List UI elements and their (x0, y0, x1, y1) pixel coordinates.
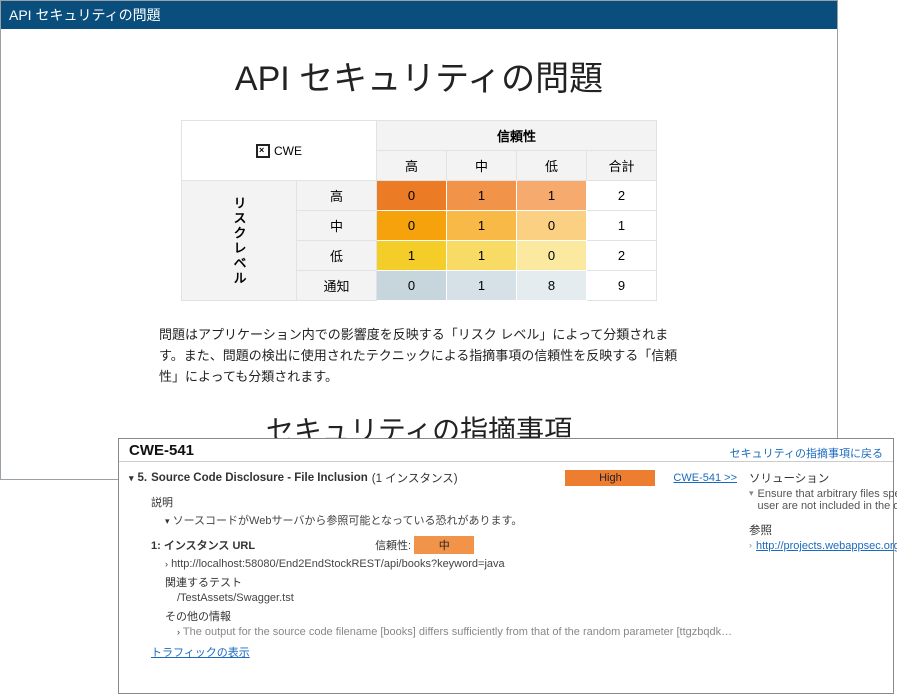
description-text: ▾ ソースコードがWebサーバから参照可能となっている恐れがあります。 (165, 512, 737, 528)
detail-body: ▾ 5. Source Code Disclosure - File Inclu… (119, 462, 893, 668)
cell[interactable]: 1 (447, 181, 517, 211)
description-label: 説明 (151, 494, 737, 510)
solution-label: ソリューション (749, 470, 897, 486)
detail-right: ソリューション ▾ Ensure that arbitrary files sp… (749, 470, 897, 660)
cell[interactable]: 1 (517, 181, 587, 211)
other-info-label: その他の情報 (165, 608, 737, 624)
row-header-high: 高 (297, 181, 377, 211)
issue-number: 5. (138, 472, 148, 484)
instance-url-value: http://localhost:58080/End2EndStockREST/… (171, 558, 505, 570)
chevron-right-icon: › (749, 540, 752, 552)
cwe-link[interactable]: CWE-541 >> (673, 472, 737, 484)
issue-header-row: ▾ 5. Source Code Disclosure - File Inclu… (129, 470, 737, 486)
api-security-panel: API セキュリティの問題 API セキュリティの問題 CWE 信頼性 高 中 … (0, 0, 838, 480)
risk-confidence-matrix: CWE 信頼性 高 中 低 合計 リスクレベル 高 0 1 1 2 中 (181, 120, 657, 301)
cell[interactable]: 1 (377, 241, 447, 271)
instance-row: 1: インスタンス URL 信頼性: 中 (151, 536, 737, 554)
cell[interactable]: 1 (447, 271, 517, 301)
instance-header: 1: インスタンス URL (151, 537, 255, 553)
col-header-total: 合計 (587, 151, 657, 181)
instance-count: (1 インスタンス) (372, 470, 458, 486)
cell[interactable]: 1 (447, 241, 517, 271)
cell[interactable]: 0 (517, 241, 587, 271)
cell[interactable]: 0 (377, 181, 447, 211)
panel-titlebar: API セキュリティの問題 (1, 1, 837, 29)
finding-detail-panel: CWE-541 セキュリティの指摘事項に戻る ▾ 5. Source Code … (118, 438, 894, 694)
detail-left: ▾ 5. Source Code Disclosure - File Inclu… (129, 470, 737, 660)
related-tests-label: 関連するテスト (165, 574, 737, 590)
solution-value: Ensure that arbitrary files specified by… (758, 488, 897, 512)
cell-total: 2 (587, 241, 657, 271)
back-to-findings-link[interactable]: セキュリティの指摘事項に戻る (730, 442, 883, 461)
severity-badge: High (565, 470, 655, 486)
cell[interactable]: 1 (447, 211, 517, 241)
instance-url: › http://localhost:58080/End2EndStockRES… (165, 558, 737, 570)
corner-label: CWE (274, 144, 302, 158)
row-group-header: リスクレベル (182, 181, 297, 301)
confidence-badge: 中 (414, 536, 474, 554)
row-header-medium: 中 (297, 211, 377, 241)
other-info-text: › The output for the source code filenam… (177, 626, 737, 638)
issue-title: Source Code Disclosure - File Inclusion (151, 472, 368, 484)
cell[interactable]: 0 (377, 271, 447, 301)
references-label: 参照 (749, 522, 897, 538)
related-tests-value: /TestAssets/Swagger.tst (177, 592, 737, 604)
col-group-header: 信頼性 (377, 121, 657, 151)
solution-text: ▾ Ensure that arbitrary files specified … (749, 488, 897, 512)
row-header-low: 低 (297, 241, 377, 271)
caret-down-icon: ▾ (129, 473, 134, 484)
confidence-label: 信頼性: (375, 540, 411, 552)
cell[interactable]: 0 (377, 211, 447, 241)
cell-total: 2 (587, 181, 657, 211)
cell[interactable]: 0 (517, 211, 587, 241)
detail-header: CWE-541 セキュリティの指摘事項に戻る (119, 439, 893, 462)
cwe-icon (256, 144, 270, 158)
issue-name[interactable]: ▾ 5. Source Code Disclosure - File Inclu… (129, 470, 458, 486)
reference-item: › http://projects.webappsec.org/Path-Tra… (749, 540, 897, 552)
show-traffic-link[interactable]: トラフィックの表示 (151, 644, 250, 660)
chevron-right-icon[interactable]: › (165, 559, 168, 569)
page-title: API セキュリティの問題 (61, 51, 777, 100)
cell-total: 9 (587, 271, 657, 301)
caret-down-icon: ▾ (749, 488, 754, 512)
detail-title: CWE-541 (129, 442, 194, 461)
matrix-corner: CWE (182, 121, 377, 181)
col-header-high: 高 (377, 151, 447, 181)
description-value: ソースコードがWebサーバから参照可能となっている恐れがあります。 (173, 515, 523, 527)
col-header-low: 低 (517, 151, 587, 181)
col-header-medium: 中 (447, 151, 517, 181)
reference-link[interactable]: http://projects.webappsec.org/Path-Trave… (756, 540, 897, 552)
chevron-right-icon[interactable]: › (177, 627, 180, 637)
cell-total: 1 (587, 211, 657, 241)
cell[interactable]: 8 (517, 271, 587, 301)
caret-down-icon: ▾ (165, 516, 170, 527)
matrix-description: 問題はアプリケーション内での影響度を反映する「リスク レベル」によって分類されま… (159, 325, 679, 387)
other-info-value: The output for the source code filename … (183, 626, 737, 638)
row-header-info: 通知 (297, 271, 377, 301)
panel-body: API セキュリティの問題 CWE 信頼性 高 中 低 合計 リスクレベル (1, 29, 837, 479)
